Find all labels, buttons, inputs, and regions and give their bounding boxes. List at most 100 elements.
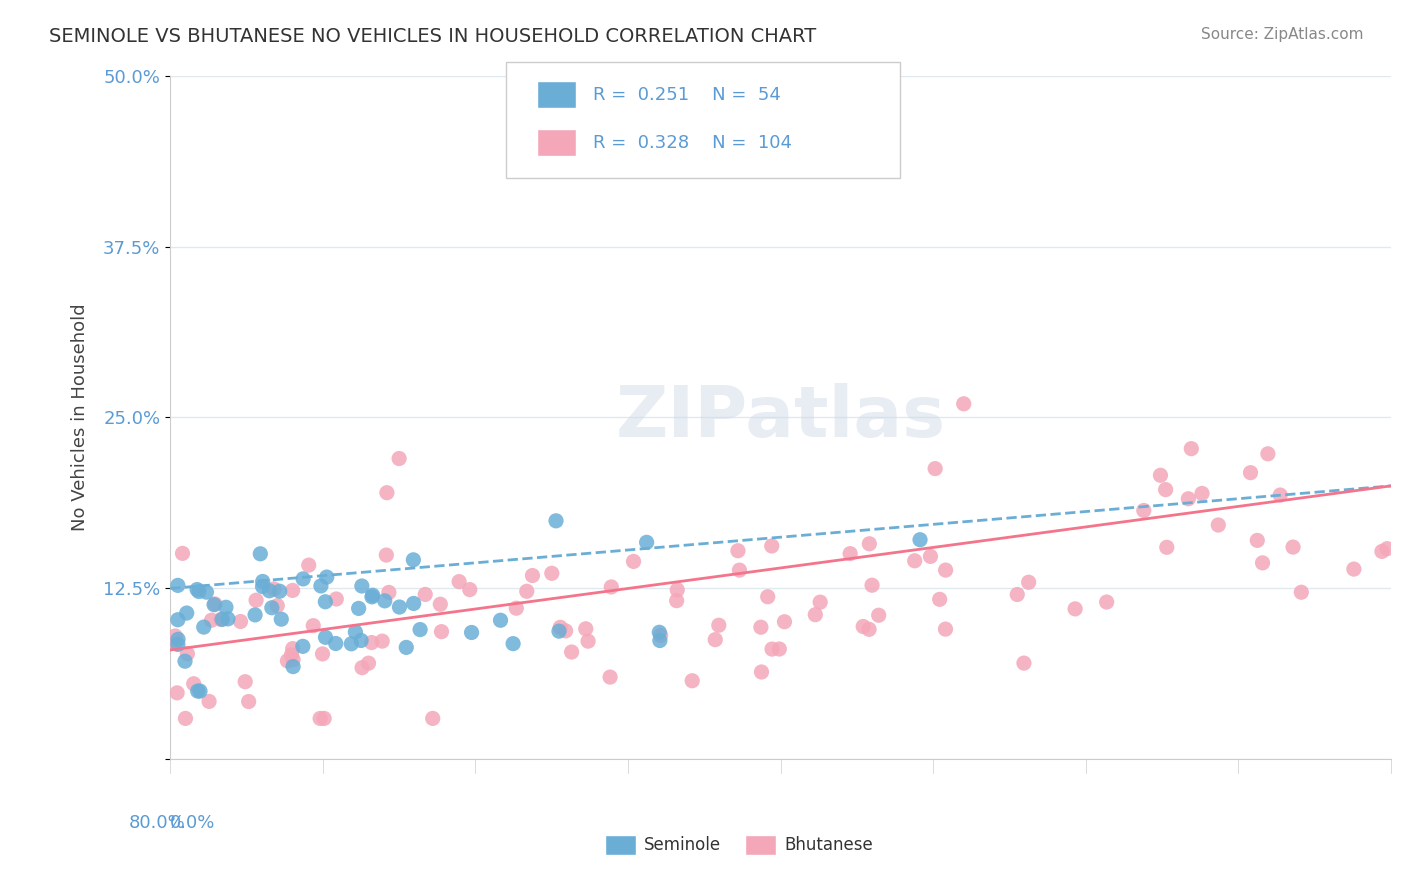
Point — [259, 583, 281, 598]
Point — [636, 535, 658, 549]
Point — [728, 563, 751, 577]
Point — [1376, 541, 1399, 556]
Point — [650, 628, 672, 642]
Point — [1156, 541, 1178, 555]
Point — [1007, 587, 1029, 601]
Point — [1206, 518, 1229, 533]
Point — [808, 595, 831, 609]
Point — [575, 622, 598, 636]
Point — [544, 514, 567, 528]
Point — [280, 648, 302, 662]
Point — [402, 553, 425, 567]
Point — [292, 572, 315, 586]
Point — [1154, 483, 1177, 497]
Point — [260, 600, 283, 615]
Point — [249, 547, 271, 561]
Point — [704, 632, 727, 647]
Point — [193, 620, 215, 634]
Point — [238, 694, 260, 708]
Point — [174, 711, 197, 725]
Point — [1012, 656, 1035, 670]
Text: R =  0.328    N =  104: R = 0.328 N = 104 — [593, 134, 793, 152]
Text: ZIPatlas: ZIPatlas — [616, 383, 946, 452]
Point — [311, 647, 333, 661]
Point — [576, 634, 599, 648]
Point — [266, 599, 288, 613]
Point — [839, 547, 862, 561]
Point — [350, 579, 373, 593]
Point — [761, 539, 783, 553]
Point — [375, 485, 398, 500]
Point — [215, 600, 238, 615]
Point — [548, 624, 571, 639]
Point — [211, 612, 233, 626]
Point — [350, 633, 373, 648]
Point — [458, 582, 481, 597]
Point — [868, 608, 890, 623]
Text: Seminole: Seminole — [644, 836, 721, 854]
Point — [166, 637, 188, 651]
Point — [172, 546, 194, 560]
Point — [402, 597, 425, 611]
Point — [599, 670, 621, 684]
Point — [648, 625, 671, 640]
Point — [1191, 486, 1213, 500]
Point — [281, 641, 304, 656]
Point — [707, 618, 730, 632]
Point — [378, 585, 401, 599]
Point — [263, 582, 285, 596]
Point — [554, 624, 576, 638]
Point — [1149, 468, 1171, 483]
Point — [727, 543, 749, 558]
Point — [186, 582, 208, 597]
Point — [395, 640, 418, 655]
Point — [281, 583, 304, 598]
Point — [174, 654, 197, 668]
Point — [1371, 544, 1393, 558]
Point — [1064, 602, 1087, 616]
Point — [269, 584, 291, 599]
Point — [233, 674, 256, 689]
Point — [252, 580, 274, 594]
Point — [1246, 533, 1268, 548]
Point — [360, 635, 382, 649]
Point — [315, 570, 337, 584]
Point — [252, 574, 274, 589]
Point — [413, 587, 436, 601]
Point — [858, 623, 880, 637]
Text: Bhutanese: Bhutanese — [785, 836, 873, 854]
Point — [217, 612, 239, 626]
Point — [1180, 442, 1202, 456]
Text: 80.0%: 80.0% — [129, 814, 186, 832]
Point — [804, 607, 827, 622]
Point — [548, 620, 571, 634]
Point — [361, 588, 384, 602]
Point — [166, 578, 188, 592]
Point — [1095, 595, 1118, 609]
Point — [952, 397, 974, 411]
Point — [505, 601, 527, 615]
Point — [325, 636, 347, 650]
Point — [298, 558, 321, 573]
Point — [928, 592, 950, 607]
Point — [648, 633, 671, 648]
Point — [409, 623, 432, 637]
Point — [198, 694, 221, 708]
Point — [183, 677, 205, 691]
Point — [1177, 491, 1199, 506]
Point — [188, 684, 211, 698]
Point — [858, 537, 880, 551]
Point — [422, 711, 444, 725]
Point — [375, 548, 398, 562]
Text: 0.0%: 0.0% — [170, 814, 215, 832]
Point — [429, 597, 451, 611]
Point — [352, 661, 374, 675]
Point — [357, 656, 380, 670]
Point — [166, 613, 188, 627]
Point — [600, 580, 623, 594]
Point — [1234, 54, 1257, 69]
Point — [449, 574, 471, 589]
Point — [516, 584, 538, 599]
Point — [666, 582, 689, 597]
Point — [904, 554, 927, 568]
